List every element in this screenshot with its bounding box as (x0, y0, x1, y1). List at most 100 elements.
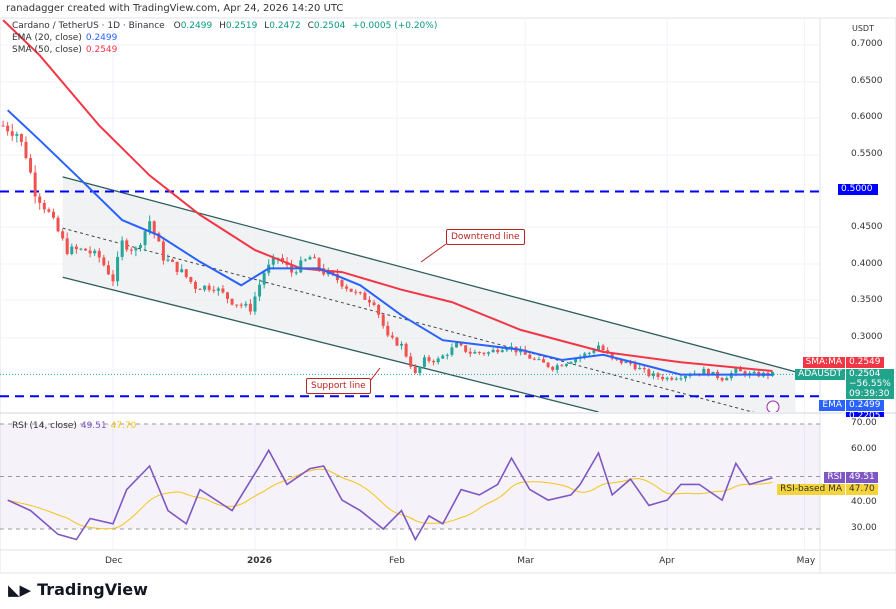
candle-body (381, 314, 385, 326)
candle-body (61, 231, 65, 239)
price-tick: 0.7000 (851, 39, 883, 49)
tradingview-logo[interactable]: ◣▶ TradingView (8, 580, 148, 599)
symbol-legend: Cardano / TetherUS · 1D · Binance O0.249… (12, 21, 437, 31)
percent-change: −56.55% (849, 379, 891, 389)
candle-body (436, 358, 440, 363)
candle-body (665, 377, 669, 380)
sma-legend[interactable]: SMA (50, close) 0.2549 (12, 45, 117, 55)
candle-body (459, 343, 463, 346)
candle-body (97, 250, 101, 258)
candle-body (587, 352, 591, 354)
rsi-legend[interactable]: RSI (14, close) 49.51 47.70 (12, 421, 136, 431)
candle-body (313, 257, 317, 259)
time-tick: May (796, 556, 816, 566)
candle-body (592, 350, 596, 353)
symbol-price-tag: 0.2504 −56.55% 09:39:30 (846, 369, 894, 399)
candle-body (143, 231, 147, 246)
rsi-tick: 40.00 (851, 496, 877, 507)
candle-body (528, 354, 532, 359)
candle-body (610, 353, 614, 359)
candle-body (409, 356, 413, 367)
candle-body (111, 274, 115, 282)
candle-body (244, 303, 248, 306)
time-tick: Mar (517, 556, 535, 566)
candle-body (102, 257, 106, 266)
candle-body (542, 359, 546, 363)
bar-countdown: 09:39:30 (849, 389, 890, 399)
candle-body (280, 257, 284, 262)
candle-body (212, 289, 216, 291)
candle-body (367, 299, 371, 303)
price-tick: 0.5500 (851, 148, 883, 159)
candle-body (10, 131, 14, 136)
candle-body (65, 238, 69, 254)
candle-body (184, 269, 188, 278)
ema-label: EMA (20, close) (12, 33, 82, 43)
time-tick: Apr (659, 556, 675, 566)
candle-body (509, 346, 513, 348)
sma-value: 0.2549 (85, 45, 118, 55)
candle-body (738, 368, 742, 372)
candle-body (372, 302, 376, 305)
candle-body (624, 361, 628, 364)
ema-value: 0.2499 (85, 33, 118, 43)
candle-body (207, 285, 211, 290)
ema-legend[interactable]: EMA (20, close) 0.2499 (12, 33, 117, 43)
candle-body (120, 240, 124, 257)
candle-body (560, 365, 564, 367)
rsi-value: 49.51 (80, 421, 107, 431)
candle-body (404, 343, 408, 357)
candle-body (555, 365, 559, 370)
candle-body (596, 345, 600, 351)
candle-body (38, 196, 42, 203)
candle-body (235, 304, 239, 306)
candle-body (734, 368, 738, 374)
candle-body (642, 367, 646, 370)
candle-body (239, 304, 243, 306)
candle-body (688, 375, 692, 377)
candle-body (464, 345, 468, 352)
support-line-callout[interactable]: Support line (306, 378, 371, 394)
candle-body (363, 292, 367, 300)
candle-body (752, 371, 756, 374)
candle-body (152, 221, 156, 234)
candle-body (633, 363, 637, 370)
candle-body (19, 134, 23, 142)
price-tick: 0.6000 (851, 112, 883, 123)
candle-body (47, 209, 51, 212)
rsi-line (7, 448, 773, 542)
symbol-title: Cardano / TetherUS · 1D · Binance (12, 21, 165, 31)
candle-body (491, 349, 495, 353)
currency-label[interactable]: USDT (852, 24, 874, 33)
open-label: O (173, 21, 181, 31)
rsi-tag-name: RSI (824, 472, 845, 483)
downtrend-line-callout[interactable]: Downtrend line (446, 229, 525, 245)
candle-body (473, 351, 477, 354)
candle-body (519, 349, 523, 353)
candle-body (116, 256, 120, 282)
candle-body (468, 351, 472, 354)
candle-body (33, 172, 37, 197)
main-pane (0, 19, 820, 413)
candle-body (248, 303, 252, 312)
candle-body (500, 350, 504, 353)
time-tick: Dec (105, 556, 123, 566)
level-0.2205-tag: 0.2205 (846, 412, 884, 417)
candle-body (455, 343, 458, 348)
candle-body (106, 265, 110, 275)
candle-body (523, 349, 527, 355)
candle-body (340, 280, 344, 287)
candle-body (79, 248, 83, 250)
candle-body (74, 246, 78, 250)
candle-body (743, 371, 747, 376)
candle-body (203, 285, 207, 290)
alert-flash-icon[interactable] (766, 400, 780, 413)
rsi-ma-tag-value: 47.70 (846, 484, 878, 495)
ema-tag-value: 0.2499 (846, 400, 884, 411)
candle-body (574, 358, 578, 363)
price-tick: 0.3000 (851, 332, 883, 342)
candle-body (358, 292, 362, 294)
candle-body (299, 260, 303, 273)
candle-body (418, 366, 422, 374)
